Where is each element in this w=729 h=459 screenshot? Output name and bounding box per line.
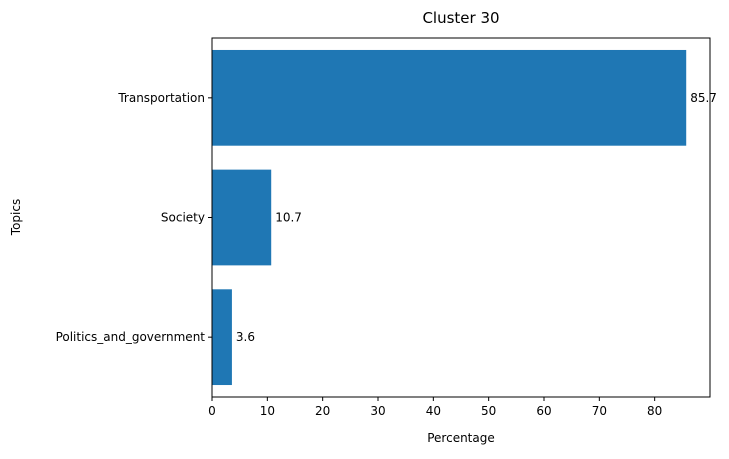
y-axis-label: Topics	[9, 199, 23, 236]
bar-society	[212, 169, 272, 266]
x-tick-label: 50	[481, 404, 496, 418]
y-tick-label: Transportation	[117, 91, 205, 105]
y-tick-label: Politics_and_government	[56, 330, 206, 344]
bar-transportation	[212, 49, 687, 146]
data-label: 10.7	[275, 211, 302, 225]
x-tick-label: 40	[426, 404, 441, 418]
chart-title: Cluster 30	[422, 9, 499, 27]
data-label: 85.7	[690, 91, 717, 105]
x-axis-label: Percentage	[427, 431, 495, 445]
bars-group	[212, 49, 687, 386]
data-label: 3.6	[236, 330, 255, 344]
x-tick-label: 10	[260, 404, 275, 418]
x-tick-label: 70	[592, 404, 607, 418]
bar-politics-and-government	[212, 289, 232, 386]
y-tick-label: Society	[161, 211, 205, 225]
x-tick-label: 60	[536, 404, 551, 418]
x-axis-ticks: 0 10 20 30 40 50 60 70 80	[208, 397, 662, 418]
x-tick-label: 20	[315, 404, 330, 418]
plot-frame	[211, 37, 711, 398]
x-tick-label: 30	[370, 404, 385, 418]
x-tick-label: 80	[647, 404, 662, 418]
y-axis-ticks: Transportation Society Politics_and_govern…	[56, 91, 212, 344]
x-tick-label: 0	[208, 404, 216, 418]
